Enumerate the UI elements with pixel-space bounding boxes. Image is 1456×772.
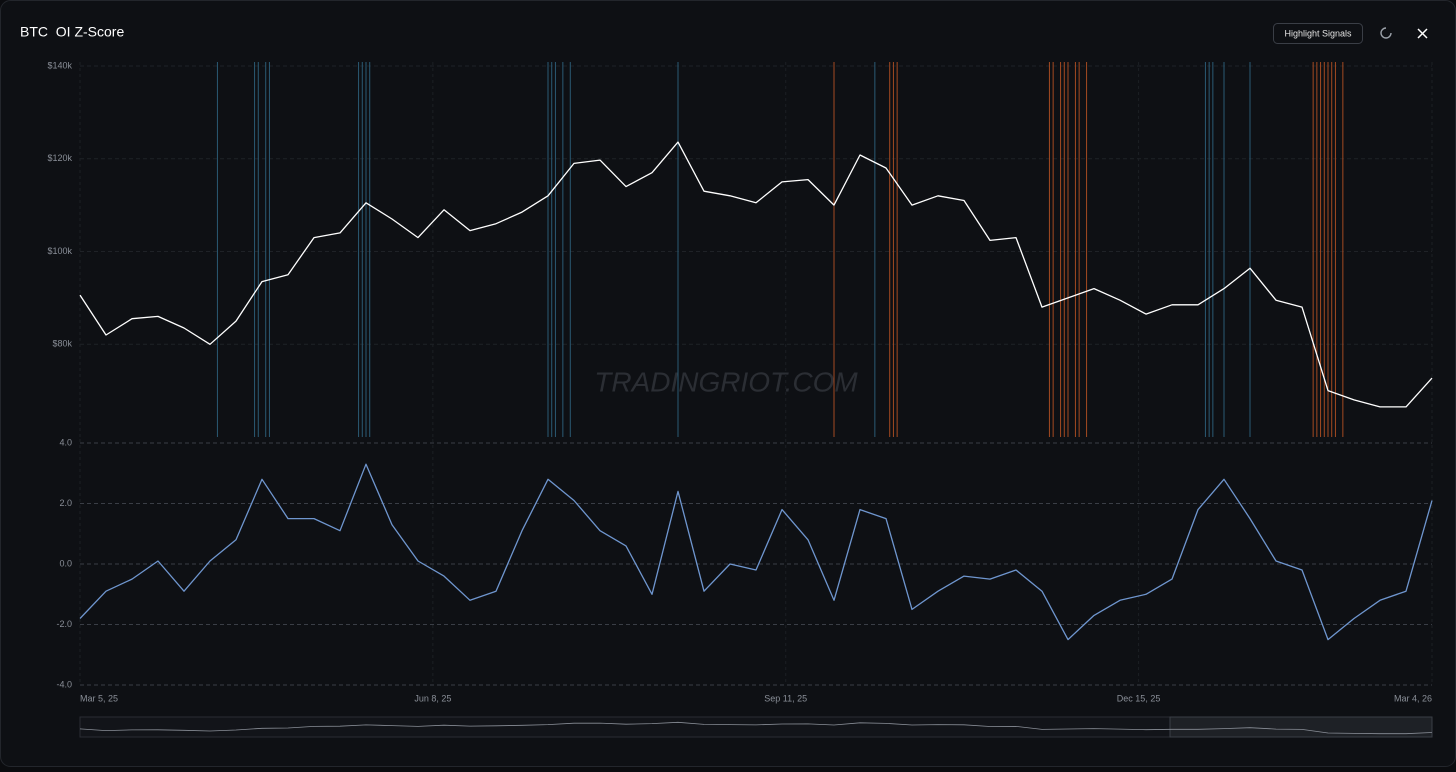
x-tick-label: Jun 8, 25 (414, 693, 451, 703)
refresh-icon[interactable] (1380, 27, 1392, 39)
x-tick-label: Mar 4, 26 (1394, 693, 1432, 703)
watermark: TRADINGRIOT.COM (594, 366, 858, 397)
y-tick-label: $80k (52, 339, 72, 349)
x-tick-label: Dec 15, 25 (1117, 693, 1161, 703)
y-tick-label: $120k (47, 153, 72, 163)
navigator-window[interactable] (1169, 716, 1433, 738)
y-tick-label: $100k (47, 246, 72, 256)
navigator-line (79, 721, 1433, 735)
highlight-button-label[interactable]: Highlight Signals (1284, 28, 1352, 38)
close-icon[interactable] (1417, 28, 1428, 39)
series-line (79, 463, 1433, 641)
y-tick-label: 0.0 (59, 558, 72, 568)
x-tick-label: Mar 5, 25 (80, 693, 118, 703)
y-tick-label: -2.0 (56, 619, 72, 629)
y-tick-label: -4.0 (56, 679, 72, 689)
highlight-button[interactable] (1273, 23, 1363, 44)
y-tick-label: $140k (47, 60, 72, 70)
y-tick-label: 4.0 (59, 437, 72, 447)
title: BTC OI Z-Score (20, 24, 124, 40)
y-tick-label: 2.0 (59, 498, 72, 508)
series-line (79, 141, 1433, 408)
x-tick-label: Sep 11, 25 (764, 693, 807, 703)
